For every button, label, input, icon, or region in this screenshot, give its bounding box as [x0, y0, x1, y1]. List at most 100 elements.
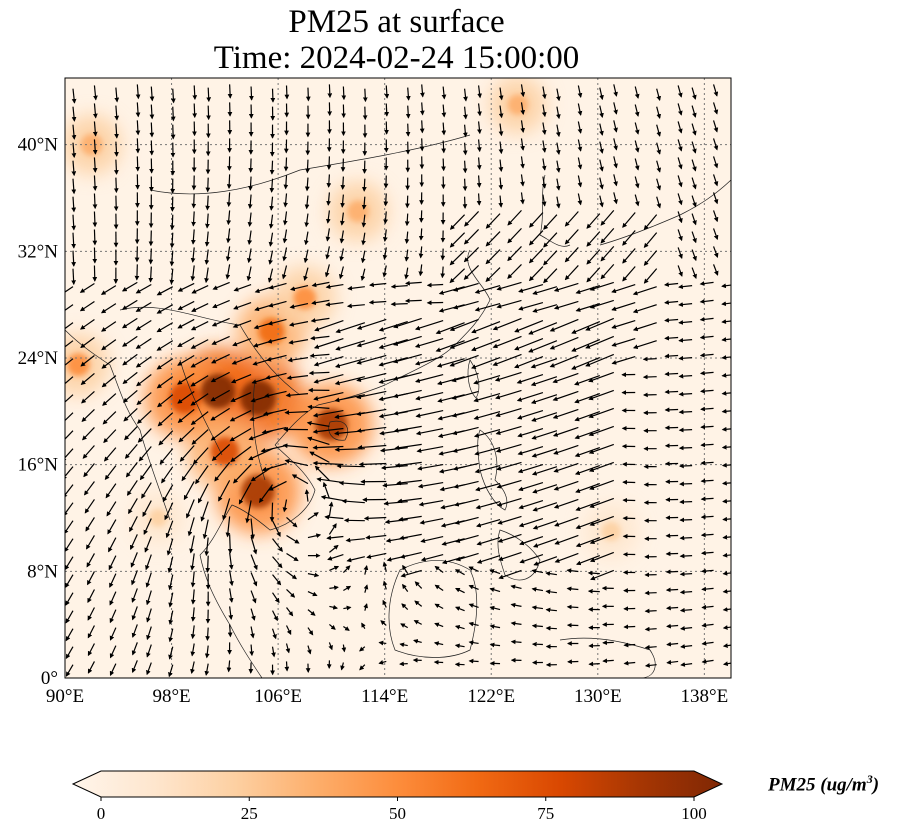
wind-arrow — [328, 642, 333, 651]
wind-arrow — [722, 607, 731, 612]
wind-arrow — [677, 211, 683, 224]
coastline-bay-bengal — [65, 329, 171, 521]
wind-arrow — [564, 211, 579, 227]
wind-arrow — [65, 340, 74, 348]
wind-arrow — [266, 354, 287, 362]
wind-arrow — [271, 610, 278, 622]
wind-arrow — [168, 592, 174, 608]
wind-arrow — [329, 604, 339, 610]
wind-arrow — [204, 663, 210, 676]
coastline-korea — [539, 174, 571, 247]
wind-arrow — [722, 643, 731, 648]
wind-arrow — [267, 268, 274, 283]
wind-arrow — [498, 195, 504, 208]
wind-arrow — [680, 662, 693, 667]
wind-arrow — [656, 142, 662, 155]
wind-arrow — [455, 552, 479, 562]
wind-arrow — [80, 318, 95, 330]
wind-arrow — [712, 102, 719, 115]
wind-arrow — [555, 196, 561, 209]
wind-arrow — [269, 196, 274, 211]
wind-arrow — [335, 340, 366, 351]
wind-arrow — [577, 193, 583, 206]
colorbar-label-exponent: 3 — [866, 772, 873, 786]
wind-arrow — [722, 480, 731, 486]
wind-arrow — [145, 554, 152, 571]
wind-arrow — [396, 479, 422, 486]
wind-arrow — [426, 282, 444, 288]
lon-tick-label: 130°E — [574, 686, 622, 707]
wind-arrow — [399, 642, 408, 648]
wind-arrow — [157, 412, 174, 427]
wind-arrow — [190, 393, 209, 406]
wind-arrow — [136, 410, 152, 424]
wind-arrow — [262, 408, 287, 416]
wind-arrow — [102, 393, 117, 406]
wind-arrow — [269, 178, 275, 193]
wind-arrow — [498, 141, 504, 155]
colorbar-tick-label: 75 — [537, 804, 554, 823]
wind-arrow — [691, 123, 697, 136]
wind-arrow — [632, 340, 657, 350]
wind-arrow — [92, 175, 98, 191]
wind-arrow — [575, 519, 601, 530]
wind-arrow — [680, 625, 693, 631]
wind-arrow — [229, 428, 252, 442]
wind-arrow — [191, 193, 197, 209]
wind-arrow — [156, 286, 174, 296]
wind-arrow — [121, 299, 138, 310]
wind-arrow — [340, 176, 346, 190]
wind-arrow — [532, 484, 558, 494]
wind-arrow — [405, 280, 422, 286]
wind-arrow — [415, 427, 444, 436]
wind-arrow — [286, 534, 300, 544]
wind-arrow — [520, 102, 526, 116]
longitude-ticks: 90°E 98°E 106°E 114°E 122°E 130°E 138°E — [46, 686, 728, 707]
wind-arrow — [135, 84, 141, 100]
wind-arrow — [312, 445, 344, 450]
wind-arrow — [71, 196, 77, 213]
wind-arrow — [476, 139, 482, 153]
coastline-south-china — [274, 249, 491, 446]
wind-arrow — [124, 425, 138, 441]
wind-arrow — [701, 622, 714, 628]
wind-arrow — [700, 424, 714, 430]
wind-arrow — [227, 84, 233, 99]
wind-arrow — [282, 247, 288, 262]
wind-arrow — [588, 461, 614, 473]
wind-arrow — [383, 193, 389, 207]
wind-arrow — [643, 268, 658, 284]
wind-arrow — [181, 463, 195, 482]
wind-arrow — [532, 520, 558, 530]
wind-arrow — [177, 409, 195, 423]
wind-arrow — [329, 585, 339, 591]
wind-arrow — [414, 355, 444, 366]
wind-arrow — [309, 451, 330, 463]
wind-arrow — [404, 298, 422, 304]
wind-arrow — [190, 571, 196, 588]
wind-arrow — [473, 375, 501, 385]
wind-arrow — [325, 301, 344, 307]
pm25-hotspot — [66, 353, 90, 377]
wind-arrow — [519, 553, 544, 564]
wind-arrow — [92, 139, 98, 155]
wind-arrow — [589, 299, 614, 309]
wind-arrow — [284, 661, 290, 672]
wind-arrow — [441, 556, 465, 565]
wind-arrow — [382, 482, 408, 488]
wind-arrow — [65, 520, 74, 535]
wind-arrow — [169, 232, 175, 249]
wind-arrow — [476, 157, 482, 170]
wind-arrow — [228, 588, 234, 603]
wind-arrow — [677, 229, 683, 242]
wind-arrow — [555, 142, 561, 155]
wind-arrow — [65, 286, 74, 293]
wind-arrow — [81, 409, 95, 422]
wind-arrow — [104, 465, 117, 481]
wind-arrow — [211, 443, 231, 462]
wind-arrow — [190, 229, 196, 245]
wind-arrow — [517, 409, 544, 420]
wind-arrow — [222, 498, 231, 521]
wind-arrow — [489, 642, 501, 648]
wind-arrow — [575, 303, 600, 312]
